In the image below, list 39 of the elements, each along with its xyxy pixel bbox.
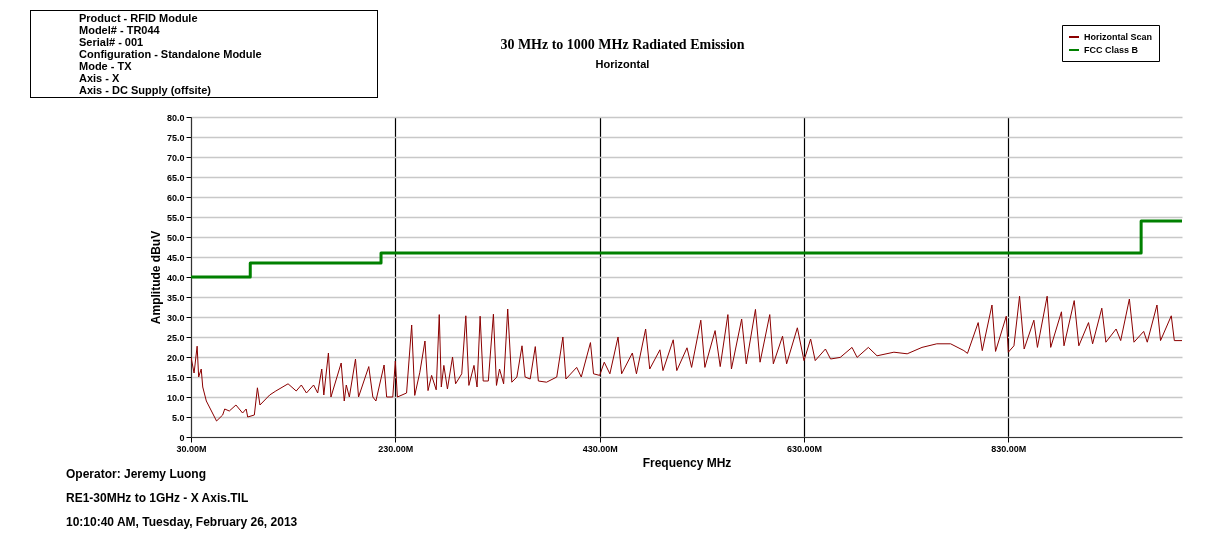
x-tick-label: 430.00M [582, 443, 618, 454]
y-tick-label: 45.0 [166, 252, 185, 263]
legend-label: FCC Class B [1084, 45, 1139, 55]
y-tick-label: 35.0 [166, 292, 185, 303]
legend-label: Horizontal Scan [1084, 32, 1153, 42]
y-axis-title: Amplitude dBuV [148, 230, 163, 325]
text: 10:10:40 AM, Tuesday, February 26, 2013 [66, 514, 298, 531]
text: Mode - TX [79, 60, 133, 72]
chart-subtitle: Horizontal [595, 58, 650, 70]
y-tick-label: 5.0 [171, 412, 185, 423]
text: Model# - TR044 [79, 24, 161, 36]
text: RE1-30MHz to 1GHz - X Axis.TIL [66, 490, 250, 507]
x-tick-label: 830.00M [991, 443, 1027, 454]
text: Axis - X [79, 72, 121, 84]
y-tick-label: 0 [179, 432, 185, 443]
y-tick-label: 75.0 [166, 132, 185, 143]
y-tick-label: 25.0 [166, 332, 185, 343]
y-tick-label: 10.0 [166, 392, 185, 403]
y-tick-label: 20.0 [166, 352, 185, 363]
y-tick-label: 55.0 [166, 212, 185, 223]
y-tick-label: 70.0 [166, 152, 185, 163]
line-series [191, 295, 1182, 422]
y-tick-label: 15.0 [166, 372, 185, 383]
y-tick-label: 65.0 [166, 172, 185, 183]
chart-title: 30 MHz to 1000 MHz Radiated Emission [500, 37, 745, 52]
text: Operator: Jeremy Luong [66, 466, 208, 483]
text: Axis - DC Supply (offsite) [79, 84, 212, 96]
x-tick-label: 30.00M [176, 443, 207, 454]
text: Product - RFID Module [79, 12, 199, 24]
y-tick-label: 80.0 [166, 112, 185, 123]
y-tick-label: 60.0 [166, 192, 185, 203]
y-tick-label: 40.0 [166, 272, 185, 283]
y-tick-label: 30.0 [166, 312, 185, 323]
text: Serial# - 001 [79, 36, 145, 48]
y-tick-label: 50.0 [166, 232, 185, 243]
x-tick-label: 230.00M [378, 443, 414, 454]
x-axis-title: Frequency MHz [642, 455, 732, 470]
x-tick-label: 630.00M [786, 443, 823, 454]
text: Configuration - Standalone Module [79, 48, 263, 60]
